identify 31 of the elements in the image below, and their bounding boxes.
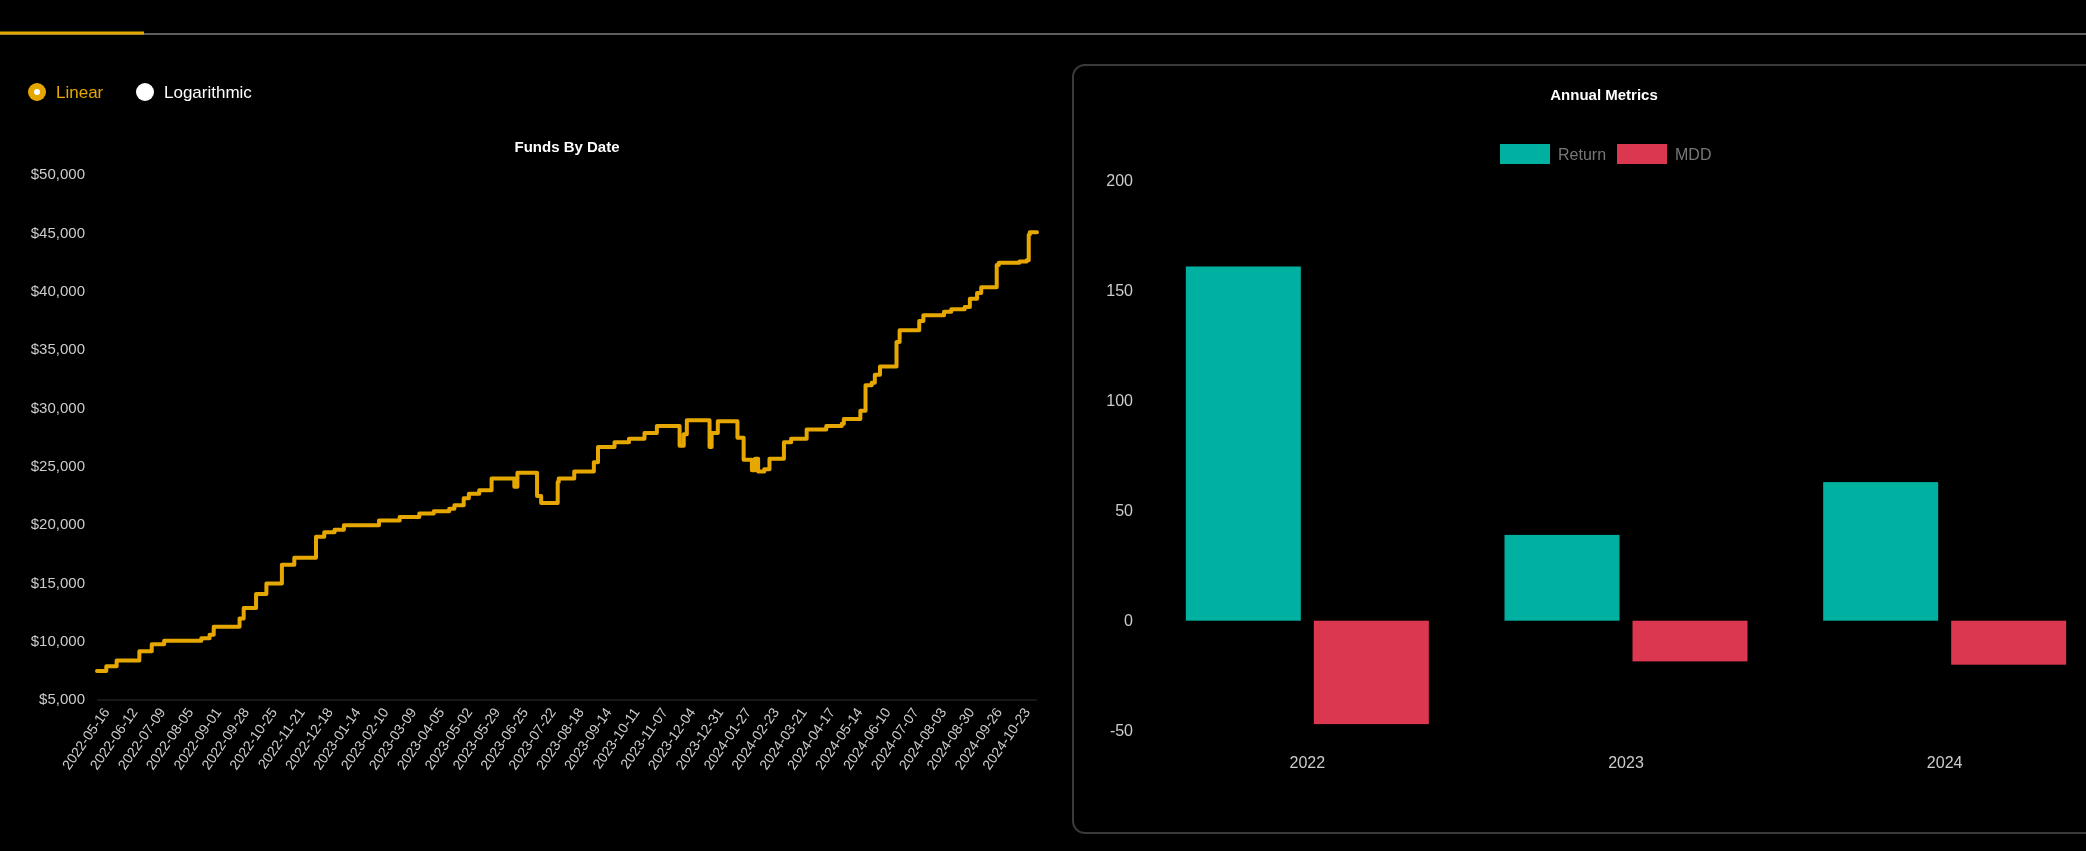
y-tick-label: $35,000 [30, 340, 85, 358]
bar [1185, 266, 1301, 621]
y-tick-label: $20,000 [30, 515, 85, 533]
bar [1823, 482, 1939, 621]
y-tick-label: $45,000 [30, 223, 85, 241]
y-tick-label: $15,000 [30, 573, 85, 591]
x-tick-label: 2023 [1608, 754, 1644, 771]
chart-title: Annual Metrics [1550, 86, 1658, 103]
y-tick-label: $50,000 [30, 165, 85, 183]
y-tick-label: 100 [1106, 392, 1134, 410]
y-tick-label: $10,000 [30, 631, 85, 649]
y-tick-label: $30,000 [30, 398, 85, 416]
y-tick-label: $5,000 [39, 690, 85, 708]
y-tick-label: -50 [1109, 722, 1134, 740]
y-tick-label: $25,000 [30, 456, 85, 474]
legend-label: MDD [1675, 146, 1712, 163]
x-tick-label: 2022 [1289, 754, 1326, 771]
x-tick-label: 2024 [1926, 754, 1963, 771]
y-tick-label: 150 [1106, 282, 1134, 300]
y-tick-label: 0 [1124, 612, 1134, 630]
y-tick-label: 50 [1115, 502, 1134, 520]
chart-title: Funds By Date [514, 138, 620, 155]
legend-label: Return [1558, 146, 1607, 163]
y-tick-label: 200 [1106, 172, 1134, 190]
text: Logarithmic [164, 83, 253, 102]
bar [1951, 620, 2067, 665]
bar [1313, 620, 1429, 725]
bar [1504, 534, 1620, 621]
y-tick-label: $40,000 [30, 281, 85, 299]
bar [1632, 620, 1748, 662]
text: Linear [56, 83, 104, 102]
